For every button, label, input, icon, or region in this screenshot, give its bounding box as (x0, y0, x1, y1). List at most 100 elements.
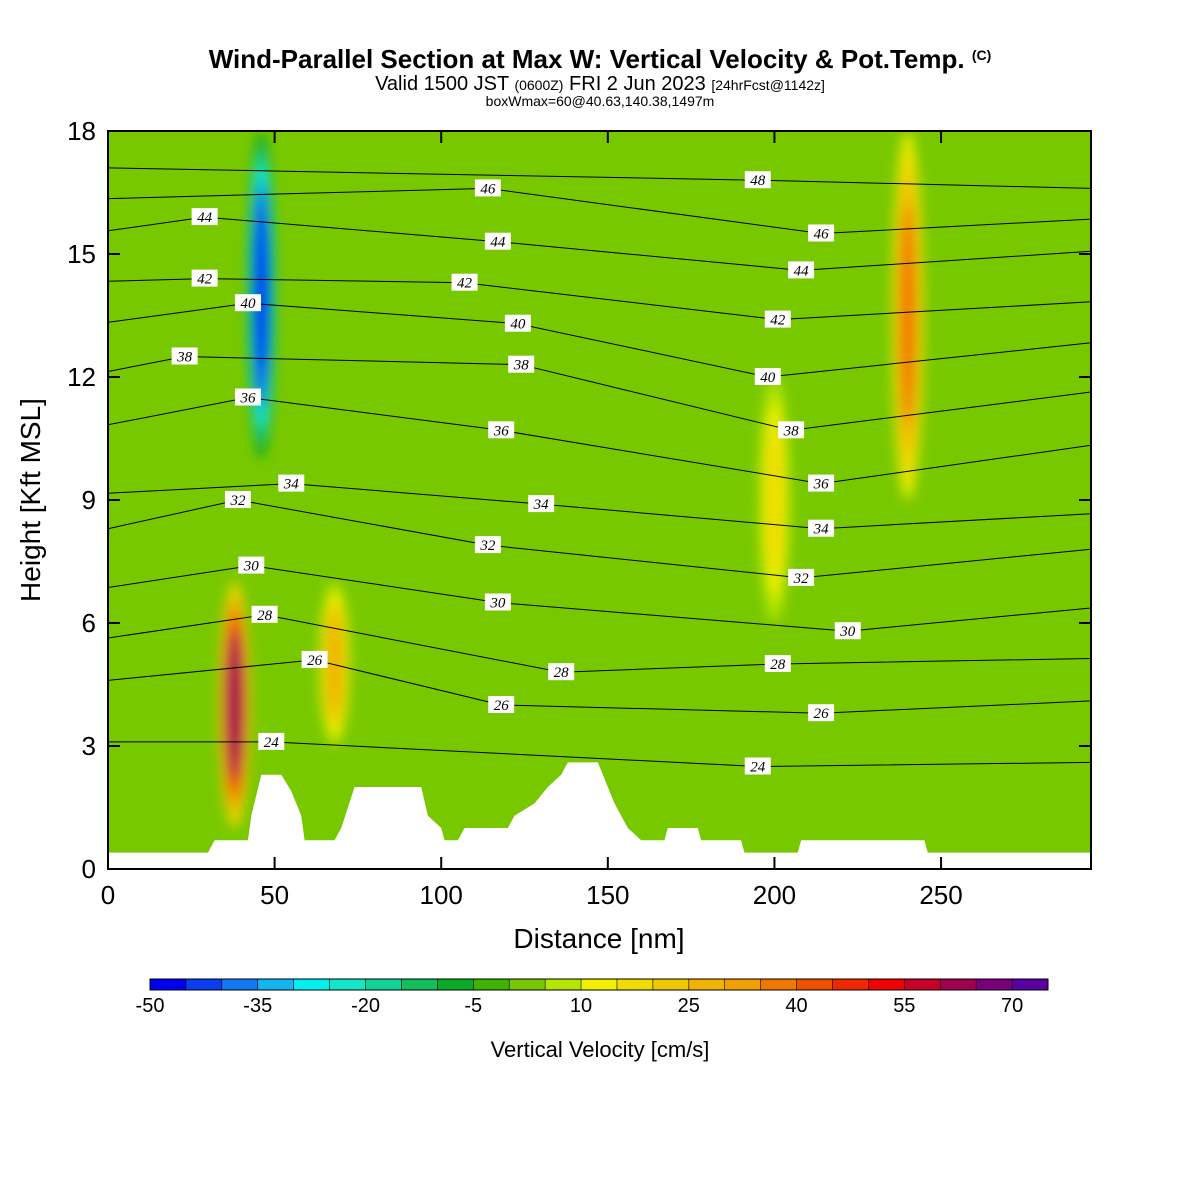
colorbar-swatch (581, 979, 618, 990)
colorbar-swatch (329, 979, 367, 990)
isentrope-label-bg (171, 347, 198, 365)
isentrope-label-bg (808, 474, 835, 492)
isentrope-label-bg (258, 732, 285, 750)
colorbar-swatch (365, 979, 402, 990)
isentrope-label-text: 32 (479, 538, 496, 554)
y-axis-title: Height [Kft MSL] (15, 398, 46, 602)
isentrope-label: 24 (258, 732, 285, 751)
isentrope-label-bg (808, 519, 835, 537)
isentrope-labels: 44 42 40 38 36 34 32 30 28 26 24 46 44 42 40 38 36 34 32 30… (171, 171, 861, 776)
isentrope-label-bg (474, 179, 501, 197)
isentrope-label-text: 26 (814, 706, 830, 722)
colorbar-swatch (868, 979, 905, 990)
isentrope-label-bg (744, 171, 771, 189)
x-tick-label: 0 (101, 880, 115, 910)
isentrope-label-bg (234, 294, 261, 312)
isentrope-label-text: 38 (176, 350, 193, 366)
isentrope-label: 46 (808, 224, 835, 243)
isentrope-label-bg (191, 269, 218, 287)
isentrope-label-text: 46 (480, 181, 496, 197)
isentrope-label-text: 24 (264, 735, 280, 751)
isentrope-label-bg (224, 491, 251, 508)
x-tick-label: 100 (420, 880, 463, 910)
isentrope-label: 48 (744, 171, 771, 189)
isentrope-label-text: 30 (489, 596, 506, 612)
colorbar-swatch (724, 979, 762, 990)
field-feature-3-level-4 (899, 204, 916, 427)
isentrope-label-text: 36 (493, 423, 510, 439)
y-tick-label: 15 (67, 239, 96, 269)
isentrope-label-bg (788, 261, 815, 279)
isentrope-label: 34 (528, 495, 555, 513)
colorbar-swatch (1012, 979, 1049, 990)
isentrope-label-bg (788, 568, 815, 586)
valid-time: Valid 1500 JST (375, 73, 509, 95)
isentrope-label-bg (778, 421, 805, 439)
isentrope-label-bg (528, 495, 555, 513)
isentrope-label-bg (834, 622, 861, 640)
chart-title-text: Wind-Parallel Section at Max W: Vertical… (208, 44, 965, 74)
colorbar-swatch (293, 979, 331, 990)
colorbar-swatch (616, 979, 654, 990)
isentrope-label: 34 (808, 519, 835, 538)
colorbar-swatch (257, 979, 295, 990)
isentrope-label-bg (488, 696, 515, 713)
isentrope-label: 32 (224, 491, 251, 509)
colorbar: -50 -35 -20 -5 10 25 40 55 70 (136, 978, 1049, 1017)
colorbar-swatch (976, 979, 1013, 990)
isentrope-label-text: 44 (490, 235, 506, 251)
isentrope-label: 44 (788, 261, 815, 279)
isentrope-label: 38 (778, 421, 805, 439)
isentrope-label: 28 (548, 663, 575, 681)
isentrope-label-text: 40 (760, 370, 776, 386)
field-feature-4-level-4 (766, 426, 783, 574)
colorbar-tick-label: 10 (570, 995, 592, 1017)
copyright-mark: (C) (971, 47, 992, 63)
terrain (108, 762, 1091, 869)
isentrope-label: 28 (251, 605, 278, 624)
y-tick-label: 9 (82, 485, 96, 515)
velocity-field (219, 131, 924, 828)
isentrope-label-text: 44 (197, 210, 213, 226)
isentrope-label-text: 28 (554, 665, 570, 681)
isentrope-label-text: 28 (257, 608, 273, 624)
colorbar-swatch (904, 979, 941, 990)
isentrope-label-bg (548, 663, 575, 681)
valid-zulu: (0600Z) (514, 77, 564, 93)
x-tick-label: 250 (919, 880, 962, 910)
colorbar-swatch (150, 979, 187, 990)
colorbar-swatch (940, 979, 977, 990)
isentrope-label: 40 (754, 368, 781, 386)
isentrope-label-text: 36 (239, 391, 256, 407)
isentrope-label-bg (808, 704, 835, 722)
isentrope-label-text: 42 (197, 272, 213, 288)
isentrope-label: 30 (834, 622, 861, 640)
y-tick-label: 3 (82, 731, 96, 761)
colorbar-swatch (437, 979, 474, 990)
isentrope-label: 40 (504, 314, 531, 333)
isentrope-label: 36 (234, 388, 261, 407)
isentrope-label: 30 (484, 593, 511, 612)
isentrope-label-text: 34 (283, 477, 300, 493)
colorbar-swatch (221, 979, 259, 990)
isentrope-label-bg (484, 593, 511, 611)
colorbar-swatch (688, 979, 726, 990)
isentrope-label-bg (764, 655, 791, 672)
colorbar-tick-label: 40 (785, 995, 807, 1017)
isentrope-label: 42 (191, 269, 218, 288)
isentrope-label: 32 (788, 568, 815, 587)
colorbar-swatch (796, 979, 833, 990)
isentrope-label-text: 36 (813, 477, 830, 493)
isentrope-label-text: 42 (770, 313, 786, 329)
forecast-info: [24hrFcst@1142z] (711, 77, 825, 93)
isentrope-label: 32 (474, 536, 501, 554)
isentrope-label-bg (474, 536, 501, 554)
isentrope-label-text: 32 (229, 493, 246, 509)
isentrope-label-bg (744, 757, 771, 775)
isentrope-label: 36 (488, 421, 515, 439)
valid-date: FRI 2 Jun 2023 (569, 73, 706, 95)
isentrope-label-bg (251, 605, 278, 623)
colorbar-tick-label: -20 (351, 995, 380, 1017)
isentrope-label-text: 34 (813, 522, 830, 538)
